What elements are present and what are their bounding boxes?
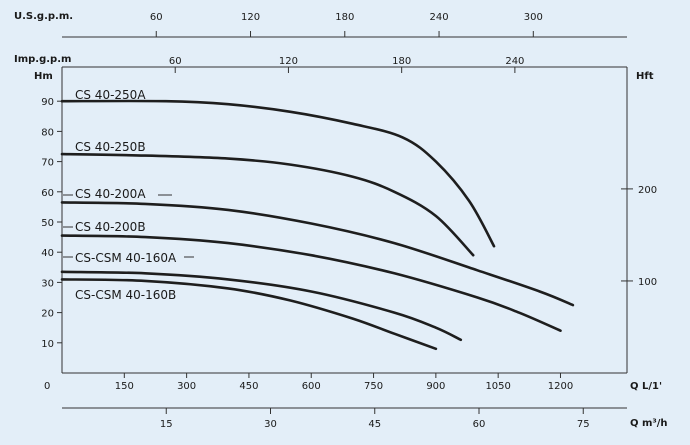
x-tick-label: 750: [364, 381, 383, 392]
y-tick-label: 40: [41, 248, 54, 259]
usgpm-tick-label: 60: [150, 12, 163, 23]
impgpm-ticks: 60 120 180 240: [169, 56, 524, 73]
m3h-tick-label: 75: [577, 419, 590, 430]
hft-tick-label: 200: [638, 185, 657, 196]
usgpm-tick-label: 180: [335, 12, 354, 23]
series-label: CS 40-250B: [75, 140, 146, 154]
series-label: CS 40-250A: [75, 88, 146, 102]
hft-ticks: 200 100: [621, 185, 657, 288]
y-ticks: 10 20 30 40 50 60 70 80 90: [41, 97, 62, 350]
y-tick-label: 70: [41, 158, 54, 169]
x-ticks: 150 300 450 600 750 900 1050 1200: [115, 373, 573, 392]
pump-curve-line: [60, 152, 475, 257]
m3h-axis-label: Q m³/h: [630, 418, 668, 429]
hft-tick-label: 100: [638, 277, 657, 288]
pump-curve-line: [60, 234, 562, 332]
impgpm-tick-label: 240: [505, 56, 524, 67]
m3h-tick-label: 15: [160, 419, 173, 430]
x-tick-label: 600: [302, 381, 321, 392]
y-tick-label: 90: [41, 97, 54, 108]
series-label: CS 40-200B: [75, 220, 146, 234]
impgpm-axis-label: Imp.g.p.m: [14, 54, 71, 65]
m3h-tick-label: 60: [473, 419, 486, 430]
impgpm-tick-label: 120: [279, 56, 298, 67]
impgpm-tick-label: 60: [169, 56, 182, 67]
y-tick-label: 60: [41, 188, 54, 199]
y-tick-label: 80: [41, 127, 54, 138]
x-tick-label: 300: [177, 381, 196, 392]
series-label: CS-CSM 40-160B: [75, 288, 176, 302]
m3h-ticks: 15 30 45 60 75: [160, 408, 590, 430]
y-tick-label: 50: [41, 218, 54, 229]
x-tick-label: 1200: [548, 381, 573, 392]
x-tick-label: 450: [239, 381, 258, 392]
y-tick-label: 10: [41, 339, 54, 350]
y-tick-label: 20: [41, 309, 54, 320]
pump-curve-line: [60, 270, 463, 342]
y-zero-label: 0: [44, 381, 50, 392]
pump-curve-line: [60, 201, 575, 307]
usgpm-tick-label: 300: [524, 12, 543, 23]
m3h-tick-label: 30: [264, 419, 277, 430]
pump-curve-line: [60, 99, 496, 248]
usgpm-tick-label: 240: [429, 12, 448, 23]
x-tick-label: 1050: [485, 381, 510, 392]
pump-curve-line: [60, 278, 438, 351]
series-label: CS-CSM 40-160A: [75, 251, 177, 265]
m3h-tick-label: 45: [368, 419, 381, 430]
impgpm-tick-label: 180: [392, 56, 411, 67]
series-labels: CS 40-250A CS 40-250B CS 40-200A CS 40-2…: [75, 88, 177, 302]
pump-curves: [60, 99, 575, 351]
x-tick-label: 900: [426, 381, 445, 392]
y-tick-label: 30: [41, 278, 54, 289]
series-label: CS 40-200A: [75, 187, 146, 201]
usgpm-tick-label: 120: [241, 12, 260, 23]
usgpm-ticks: 60 120 180 240 300: [150, 12, 543, 37]
y-axis-label: Hm: [34, 71, 53, 82]
x-tick-label: 150: [115, 381, 134, 392]
usgpm-axis-label: U.S.g.p.m.: [14, 11, 73, 22]
hft-axis-label: Hft: [636, 71, 654, 82]
x-axis-label: Q L/1': [630, 381, 662, 392]
